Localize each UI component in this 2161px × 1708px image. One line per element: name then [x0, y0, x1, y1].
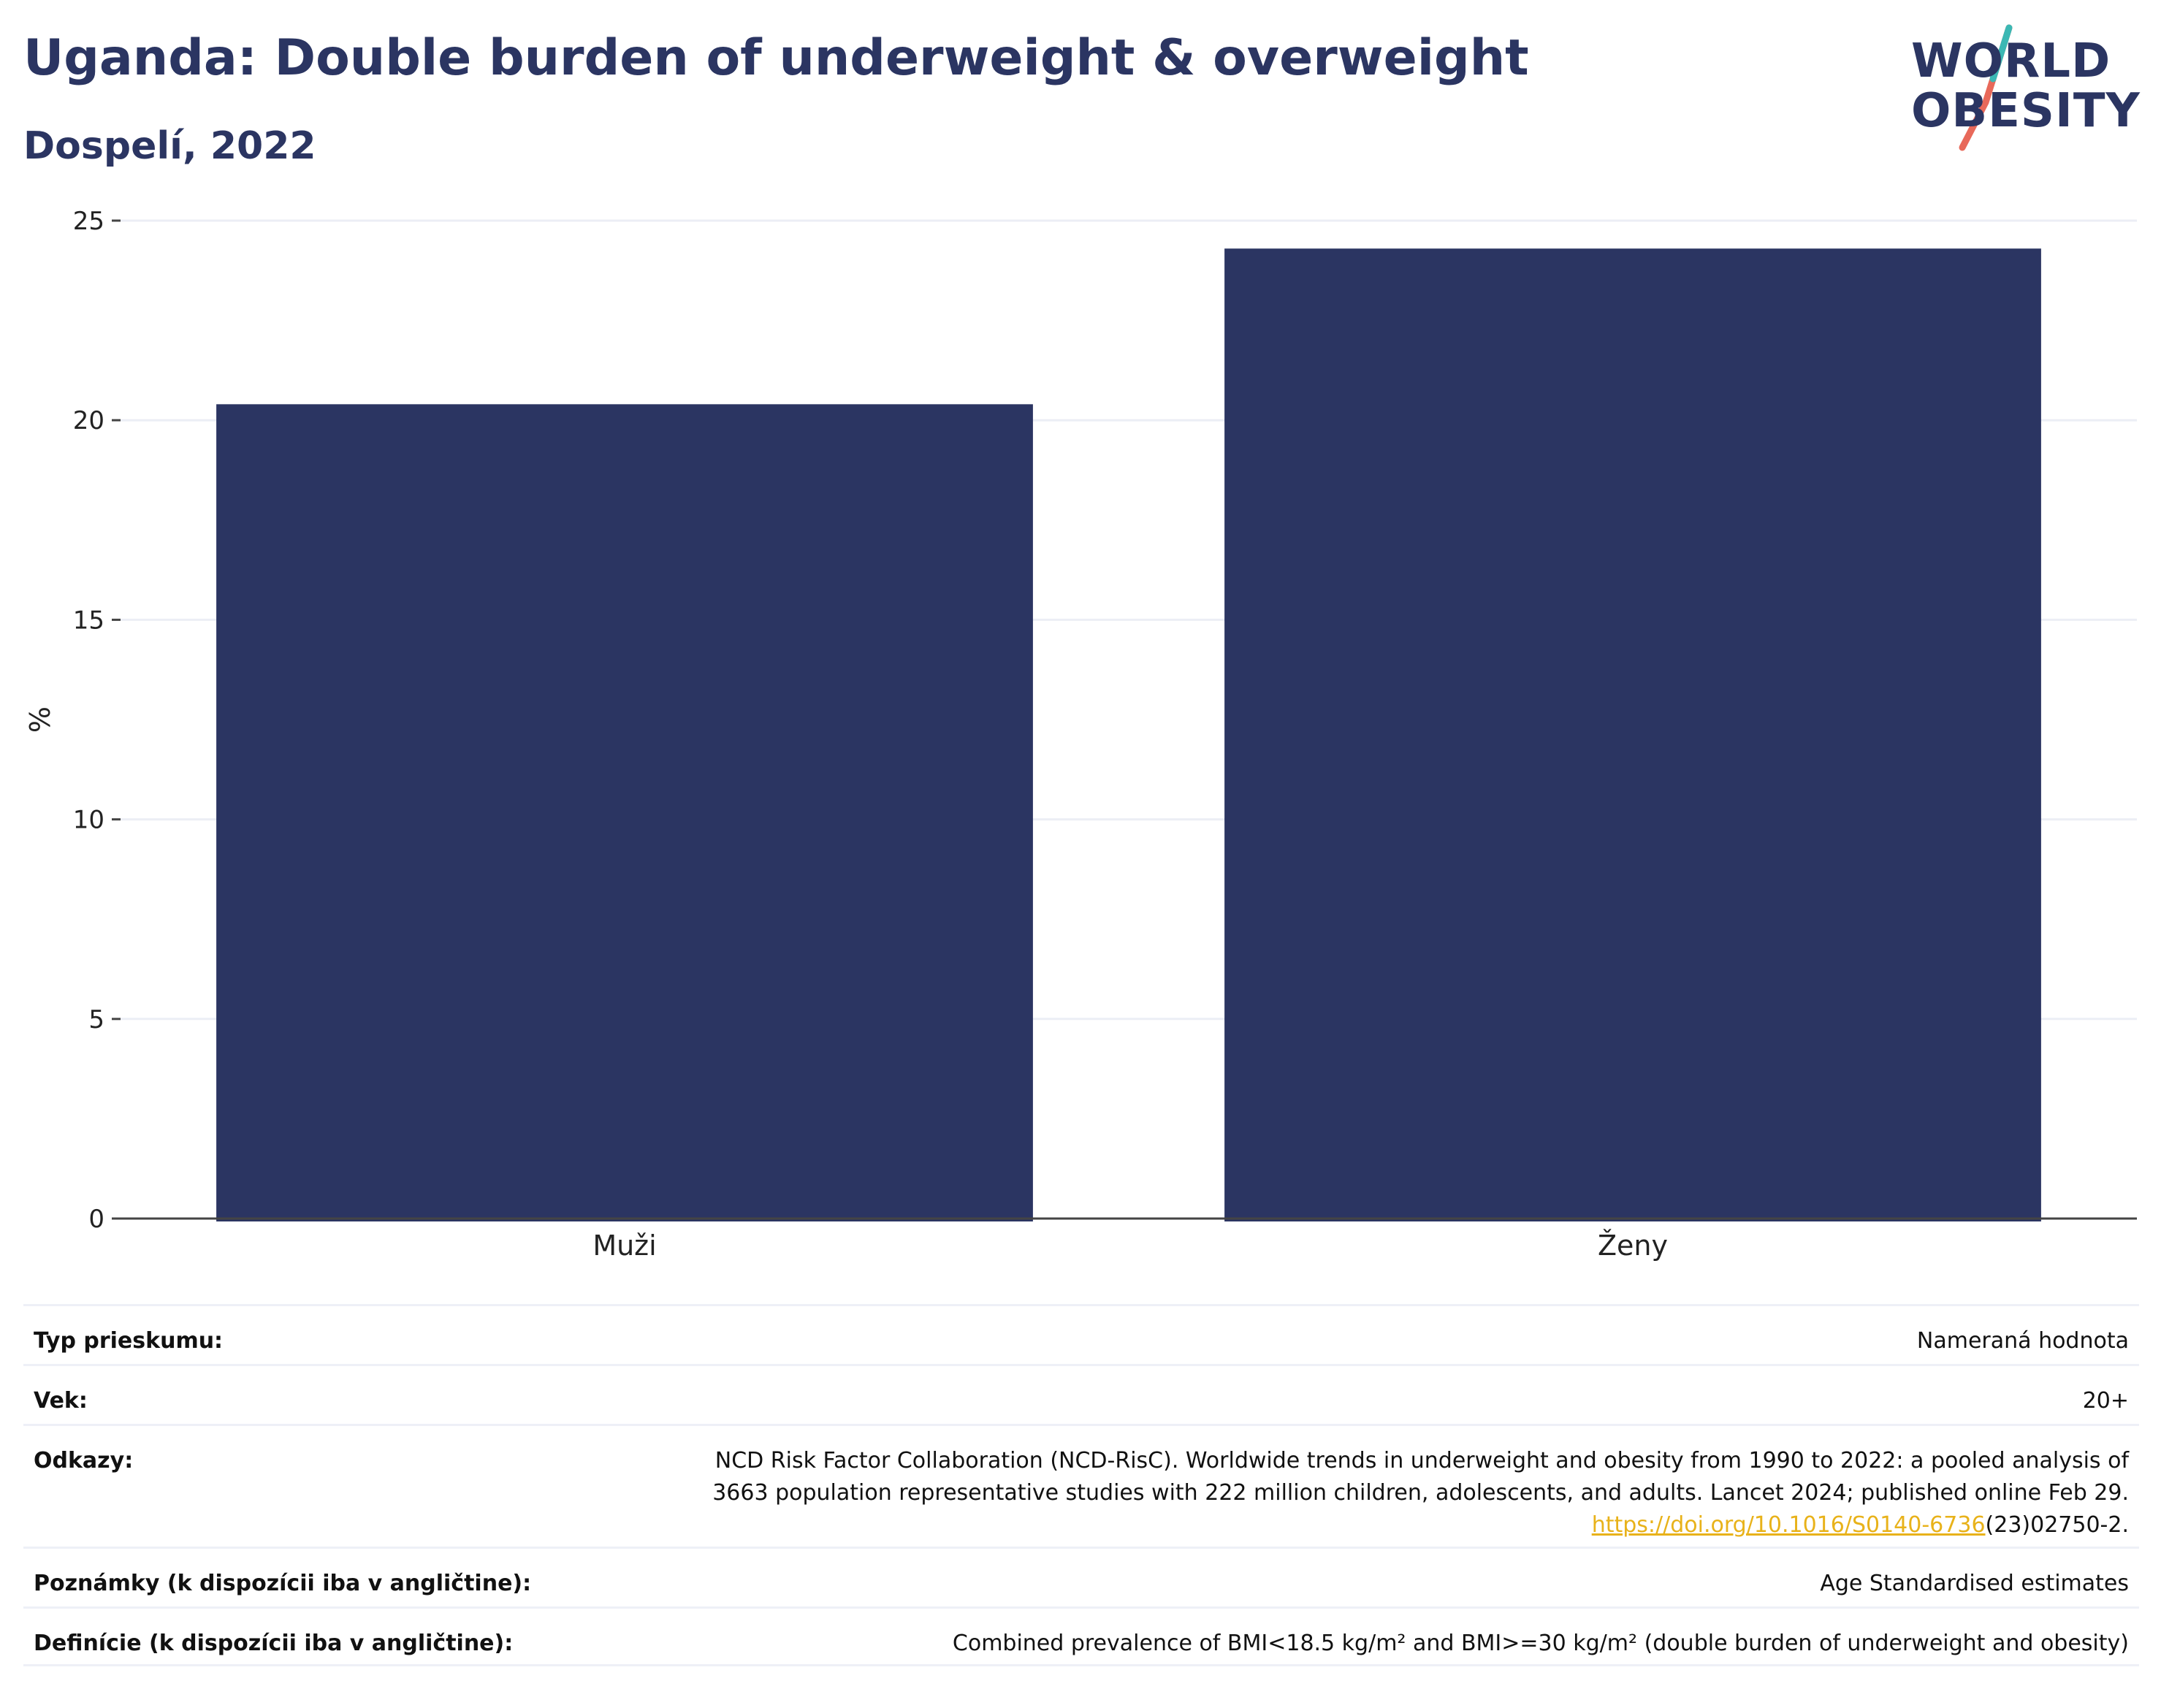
logo-word-world: WORLD: [1911, 34, 2111, 88]
chart-subtitle: Dospelí, 2022: [23, 124, 316, 168]
info-row-notes: Poznámky (k dispozícii iba v angličtine)…: [23, 1547, 2139, 1606]
bar-zeny: [1224, 248, 2041, 1221]
doi-link[interactable]: https://doi.org/10.1016/S0140-6736: [1591, 1512, 1986, 1538]
info-label: Odkazy:: [34, 1448, 134, 1473]
doi-suffix: (23)02750-2.: [1985, 1512, 2129, 1538]
info-label: Poznámky (k dispozícii iba v angličtine)…: [34, 1571, 532, 1596]
info-value: 20+: [2082, 1388, 2129, 1414]
logo-word-obesity: OBESITY: [1911, 84, 2141, 138]
info-row-survey-type: Typ prieskumu: Nameraná hodnota: [23, 1304, 2139, 1364]
logo-slash-icon: [1959, 24, 2013, 151]
y-tick-label: 20: [73, 406, 104, 435]
y-tick-label: 25: [73, 207, 104, 236]
info-label: Typ prieskumu:: [34, 1328, 224, 1354]
chart-title: Uganda: Double burden of underweight & o…: [23, 29, 1529, 87]
x-tick-label: Ženy: [1598, 1229, 1668, 1262]
y-tick-label: 5: [88, 1005, 104, 1034]
info-value: Age Standardised estimates: [1820, 1571, 2129, 1596]
info-row-definitions: Definície (k dispozícii iba v angličtine…: [23, 1606, 2139, 1666]
y-axis-label: %: [24, 706, 56, 733]
info-row-age: Vek: 20+: [23, 1364, 2139, 1424]
y-tick-label: 15: [73, 606, 104, 635]
info-table: Typ prieskumu: Nameraná hodnota Vek: 20+…: [23, 1304, 2139, 1666]
bar-muzi: [216, 404, 1033, 1221]
info-label: Definície (k dispozícii iba v angličtine…: [34, 1631, 514, 1656]
x-tick-label: Muži: [592, 1229, 656, 1262]
info-value: Nameraná hodnota: [1916, 1328, 2129, 1354]
info-label: Vek:: [34, 1388, 88, 1414]
reference-line: 3663 population representative studies w…: [712, 1480, 2129, 1506]
y-tick-label: 0: [88, 1205, 104, 1234]
reference-line: NCD Risk Factor Collaboration (NCD-RisC)…: [714, 1448, 2129, 1473]
info-value-references: NCD Risk Factor Collaboration (NCD-RisC)…: [712, 1445, 2129, 1541]
y-tick-label: 10: [73, 806, 104, 835]
info-row-references: Odkazy: NCD Risk Factor Collaboration (N…: [23, 1424, 2139, 1547]
world-obesity-logo: WORLD OBESITY: [1899, 22, 2148, 153]
info-value: Combined prevalence of BMI<18.5 kg/m² an…: [952, 1631, 2129, 1656]
bar-chart: 0 5 10 15 20 25% Muži Ženy: [24, 207, 2137, 1262]
